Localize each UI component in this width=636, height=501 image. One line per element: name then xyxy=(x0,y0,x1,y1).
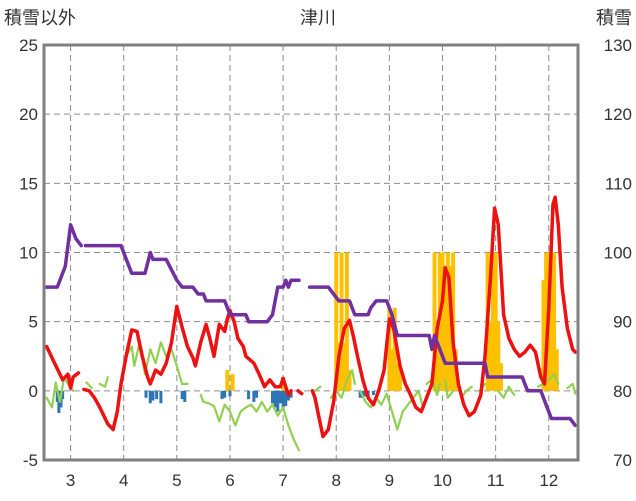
orange-bar xyxy=(398,370,402,391)
blue-bar xyxy=(255,390,259,398)
red-series-line xyxy=(296,389,304,396)
chart-title: 津川 xyxy=(300,8,336,29)
blue-bar xyxy=(55,390,59,402)
x-tick-label: 8 xyxy=(332,471,341,490)
red-series-line xyxy=(44,344,81,390)
green-series-line xyxy=(98,375,109,388)
orange-bar xyxy=(549,252,554,391)
blue-bar xyxy=(270,390,274,404)
orange-bar xyxy=(496,321,501,391)
orange-bar xyxy=(541,280,546,391)
orange-bar xyxy=(554,349,559,391)
blue-bar xyxy=(61,390,65,400)
y-left-tick-label: 25 xyxy=(19,36,38,55)
x-tick-label: 11 xyxy=(487,471,505,490)
orange-bar xyxy=(230,374,235,391)
x-tick-label: 9 xyxy=(385,471,394,490)
x-tick-label: 12 xyxy=(539,471,558,490)
orange-bar xyxy=(493,252,498,391)
red-series-line xyxy=(82,304,293,432)
y-left-tick-label: 20 xyxy=(19,105,38,124)
orange-bar xyxy=(339,252,344,391)
blue-bar xyxy=(273,390,277,408)
orange-bar xyxy=(392,307,397,391)
y-left-tick-label: 0 xyxy=(29,382,38,401)
blue-bar xyxy=(278,390,282,404)
orange-bar xyxy=(443,280,448,391)
orange-bar xyxy=(342,342,347,391)
x-tick-label: 10 xyxy=(433,471,452,490)
green-series-line xyxy=(119,341,189,385)
blue-bar xyxy=(159,390,163,404)
x-tick-label: 7 xyxy=(278,471,287,490)
red-series-line xyxy=(310,195,578,439)
blue-bar xyxy=(358,390,362,398)
blue-bar xyxy=(289,390,293,398)
x-tick-label: 5 xyxy=(172,471,181,490)
x-tick-label: 4 xyxy=(119,471,128,490)
y-right-tick-label: 110 xyxy=(605,174,632,193)
blue-bar xyxy=(223,390,227,398)
green-series-line xyxy=(45,375,75,409)
orange-bar xyxy=(395,363,400,391)
left-axis-title: 積雪以外 xyxy=(4,8,76,29)
y-left-tick-label: 5 xyxy=(29,313,38,332)
green-series-line xyxy=(85,381,93,390)
y-right-tick-label: 100 xyxy=(604,244,632,263)
x-tick-label: 3 xyxy=(66,471,75,490)
y-right-tick-label: 80 xyxy=(613,382,632,401)
green-series-line xyxy=(497,385,516,399)
right-axis-title: 積雪 xyxy=(596,8,632,29)
blue-bar xyxy=(155,390,159,400)
orange-bar xyxy=(432,252,437,391)
blue-bar xyxy=(247,390,251,400)
blue-bar xyxy=(252,390,256,402)
green-series-line xyxy=(566,382,577,395)
green-series-line xyxy=(313,385,322,392)
blue-bar xyxy=(151,390,155,401)
y-right-tick-label: 90 xyxy=(613,313,632,332)
orange-bar xyxy=(435,342,440,391)
orange-bar xyxy=(445,252,450,391)
blue-bar xyxy=(183,390,187,402)
plot-frame xyxy=(42,43,580,462)
x-tick-label: 6 xyxy=(225,471,234,490)
blue-bar xyxy=(281,390,285,411)
purple-series-line xyxy=(83,243,301,324)
y-left-tick-label: -5 xyxy=(23,451,38,470)
y-left-tick-label: 15 xyxy=(19,174,38,193)
purple-series-line xyxy=(44,223,83,289)
blue-bar xyxy=(144,390,148,398)
orange-bar xyxy=(488,321,493,391)
blue-bar xyxy=(148,390,152,404)
blue-bar xyxy=(276,390,280,412)
green-series-line xyxy=(425,378,441,397)
green-series-line xyxy=(199,393,301,452)
y-left-tick-label: 10 xyxy=(19,244,38,263)
orange-bar xyxy=(552,252,557,391)
orange-bar xyxy=(490,252,495,391)
y-right-tick-label: 130 xyxy=(604,36,632,55)
blue-bar xyxy=(371,390,375,395)
green-series-line xyxy=(444,378,455,399)
blue-bar xyxy=(180,390,184,400)
blue-bar xyxy=(220,390,224,400)
orange-bar xyxy=(225,370,230,391)
green-series-line xyxy=(536,373,560,388)
blue-bar xyxy=(228,390,232,397)
orange-bar xyxy=(387,307,392,391)
orange-bar xyxy=(390,349,395,391)
orange-bar xyxy=(334,252,339,391)
tick-labels: 25 20 15 10 5 0 -5 130 120 110 100 90 80 70 3 4 5 6 7 8 9 10 1… xyxy=(19,36,632,490)
y-right-tick-label: 70 xyxy=(613,451,632,470)
y-right-tick-label: 120 xyxy=(604,105,632,124)
blue-bar xyxy=(284,390,288,407)
orange-bar xyxy=(544,252,549,391)
purple-series-line xyxy=(307,285,578,428)
orange-bar xyxy=(347,370,352,391)
orange-bar xyxy=(440,252,445,391)
line-series xyxy=(44,195,578,452)
